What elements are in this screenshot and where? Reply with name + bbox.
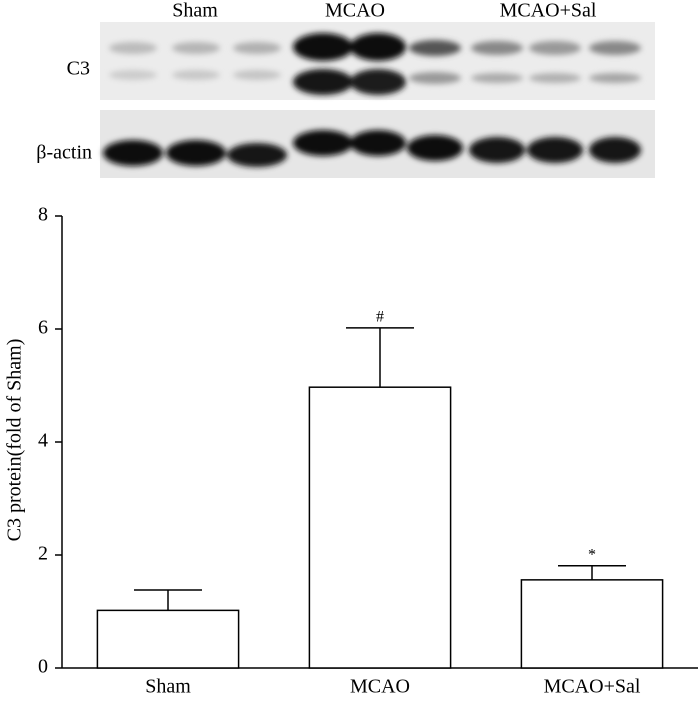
y-tick-label: 4 bbox=[38, 430, 48, 452]
y-tick-label: 6 bbox=[38, 317, 48, 339]
annotation: * bbox=[588, 546, 596, 563]
row-label: β-actin bbox=[36, 142, 92, 164]
x-tick-label: MCAO bbox=[350, 676, 410, 698]
y-tick-label: 2 bbox=[38, 543, 48, 565]
group-label: MCAO+Sal bbox=[500, 0, 597, 22]
c3-bands bbox=[109, 33, 641, 95]
x-tick-label: MCAO+Sal bbox=[544, 676, 641, 698]
group-label: MCAO bbox=[325, 0, 385, 22]
y-tick-label: 0 bbox=[38, 656, 48, 678]
bar bbox=[308, 386, 452, 669]
x-tick-label: Sham bbox=[145, 676, 191, 698]
row-label: C3 bbox=[67, 58, 90, 80]
y-axis-label: C3 protein(fold of Sham) bbox=[4, 339, 26, 542]
annotation: # bbox=[376, 309, 384, 326]
western-blot: Sham MCAO MCAO+Sal C3 β-actin bbox=[36, 0, 655, 178]
y-tick-label: 8 bbox=[38, 204, 48, 226]
group-label: Sham bbox=[172, 0, 218, 22]
actin-bands bbox=[103, 130, 641, 167]
bar bbox=[96, 609, 240, 669]
bar bbox=[520, 579, 664, 669]
